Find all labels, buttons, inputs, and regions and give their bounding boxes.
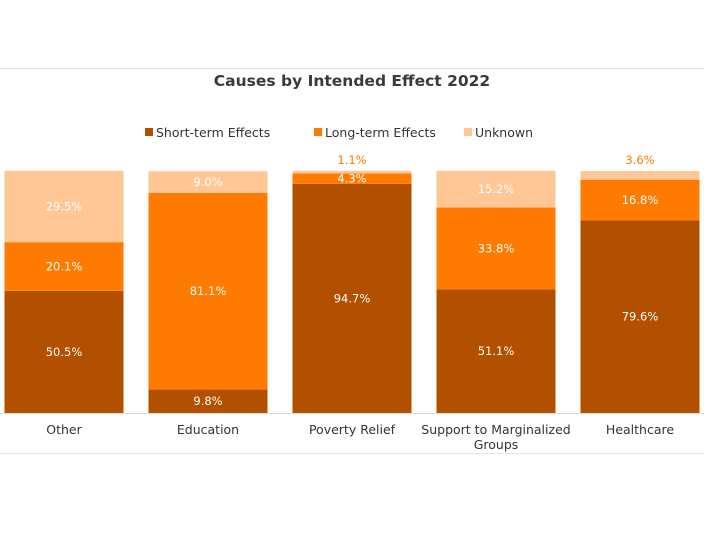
legend-swatch-long-term-effects bbox=[314, 128, 322, 136]
bar-other-long-term-effects bbox=[4, 242, 124, 291]
category-label-support-to-marginalized-groups: Support to Marginalized Groups bbox=[421, 422, 570, 452]
data-label-education-unknown: 9.0% bbox=[193, 175, 222, 189]
data-label-education-long-term-effects: 81.1% bbox=[190, 284, 227, 298]
bar-education-short-term-effects bbox=[148, 389, 268, 413]
bar-poverty-relief-unknown bbox=[292, 170, 412, 174]
legend-label-short-term-effects: Short-term Effects bbox=[156, 125, 270, 140]
legend-swatch-unknown bbox=[464, 128, 472, 136]
legend-swatch-short-term-effects bbox=[145, 128, 153, 136]
top-divider bbox=[0, 68, 704, 69]
data-labels: 50.5% 20.1% 29.5% 9.8% 81.1% 9.0% 94.7% 4.3% 1.1… bbox=[46, 153, 659, 408]
legend-label-unknown: Unknown bbox=[475, 125, 533, 140]
bar-other-short-term-effects bbox=[4, 290, 124, 413]
category-label-poverty-relief: Poverty Relief bbox=[309, 422, 396, 437]
data-label-education-short-term-effects: 9.8% bbox=[193, 394, 222, 408]
data-label-other-long-term-effects: 20.1% bbox=[46, 259, 83, 273]
category-label-other: Other bbox=[46, 422, 82, 437]
data-label-healthcare-unknown: 3.6% bbox=[625, 153, 654, 167]
data-label-support-to-marginalized-groups-short-term-effects: 51.1% bbox=[478, 344, 515, 358]
bar-support-to-marginalized-groups-long-term-effects bbox=[436, 207, 556, 290]
bar-education-unknown bbox=[148, 171, 268, 194]
category-label-education: Education bbox=[177, 422, 239, 437]
legend: Short-term Effects Long-term Effects Unkno… bbox=[145, 125, 533, 140]
bar-poverty-relief-short-term-effects bbox=[292, 183, 412, 413]
chart-title: Causes by Intended Effect 2022 bbox=[214, 72, 490, 90]
data-label-other-unknown: 29.5% bbox=[46, 199, 83, 213]
bar-healthcare-unknown bbox=[580, 171, 700, 180]
category-labels: Other Education Poverty Relief Support to M… bbox=[46, 422, 674, 452]
data-label-poverty-relief-short-term-effects: 94.7% bbox=[334, 291, 371, 305]
data-label-poverty-relief-unknown: 1.1% bbox=[337, 153, 366, 167]
bottom-divider bbox=[0, 453, 704, 454]
data-label-support-to-marginalized-groups-unknown: 15.2% bbox=[478, 182, 515, 196]
bar-education-long-term-effects bbox=[148, 193, 268, 390]
category-label-healthcare: Healthcare bbox=[606, 422, 674, 437]
data-label-other-short-term-effects: 50.5% bbox=[46, 345, 83, 359]
data-label-poverty-relief-long-term-effects: 4.3% bbox=[337, 172, 366, 186]
bar-support-to-marginalized-groups-unknown bbox=[436, 170, 556, 208]
data-label-healthcare-short-term-effects: 79.6% bbox=[622, 310, 659, 324]
bar-other-unknown bbox=[4, 170, 124, 243]
data-label-support-to-marginalized-groups-long-term-effects: 33.8% bbox=[478, 241, 515, 255]
bars bbox=[4, 170, 700, 413]
bar-healthcare-short-term-effects bbox=[580, 220, 700, 413]
bar-healthcare-long-term-effects bbox=[580, 179, 700, 221]
legend-label-long-term-effects: Long-term Effects bbox=[325, 125, 436, 140]
data-label-healthcare-long-term-effects: 16.8% bbox=[622, 193, 659, 207]
bar-poverty-relief-long-term-effects bbox=[292, 173, 412, 184]
bar-support-to-marginalized-groups-short-term-effects bbox=[436, 289, 556, 413]
